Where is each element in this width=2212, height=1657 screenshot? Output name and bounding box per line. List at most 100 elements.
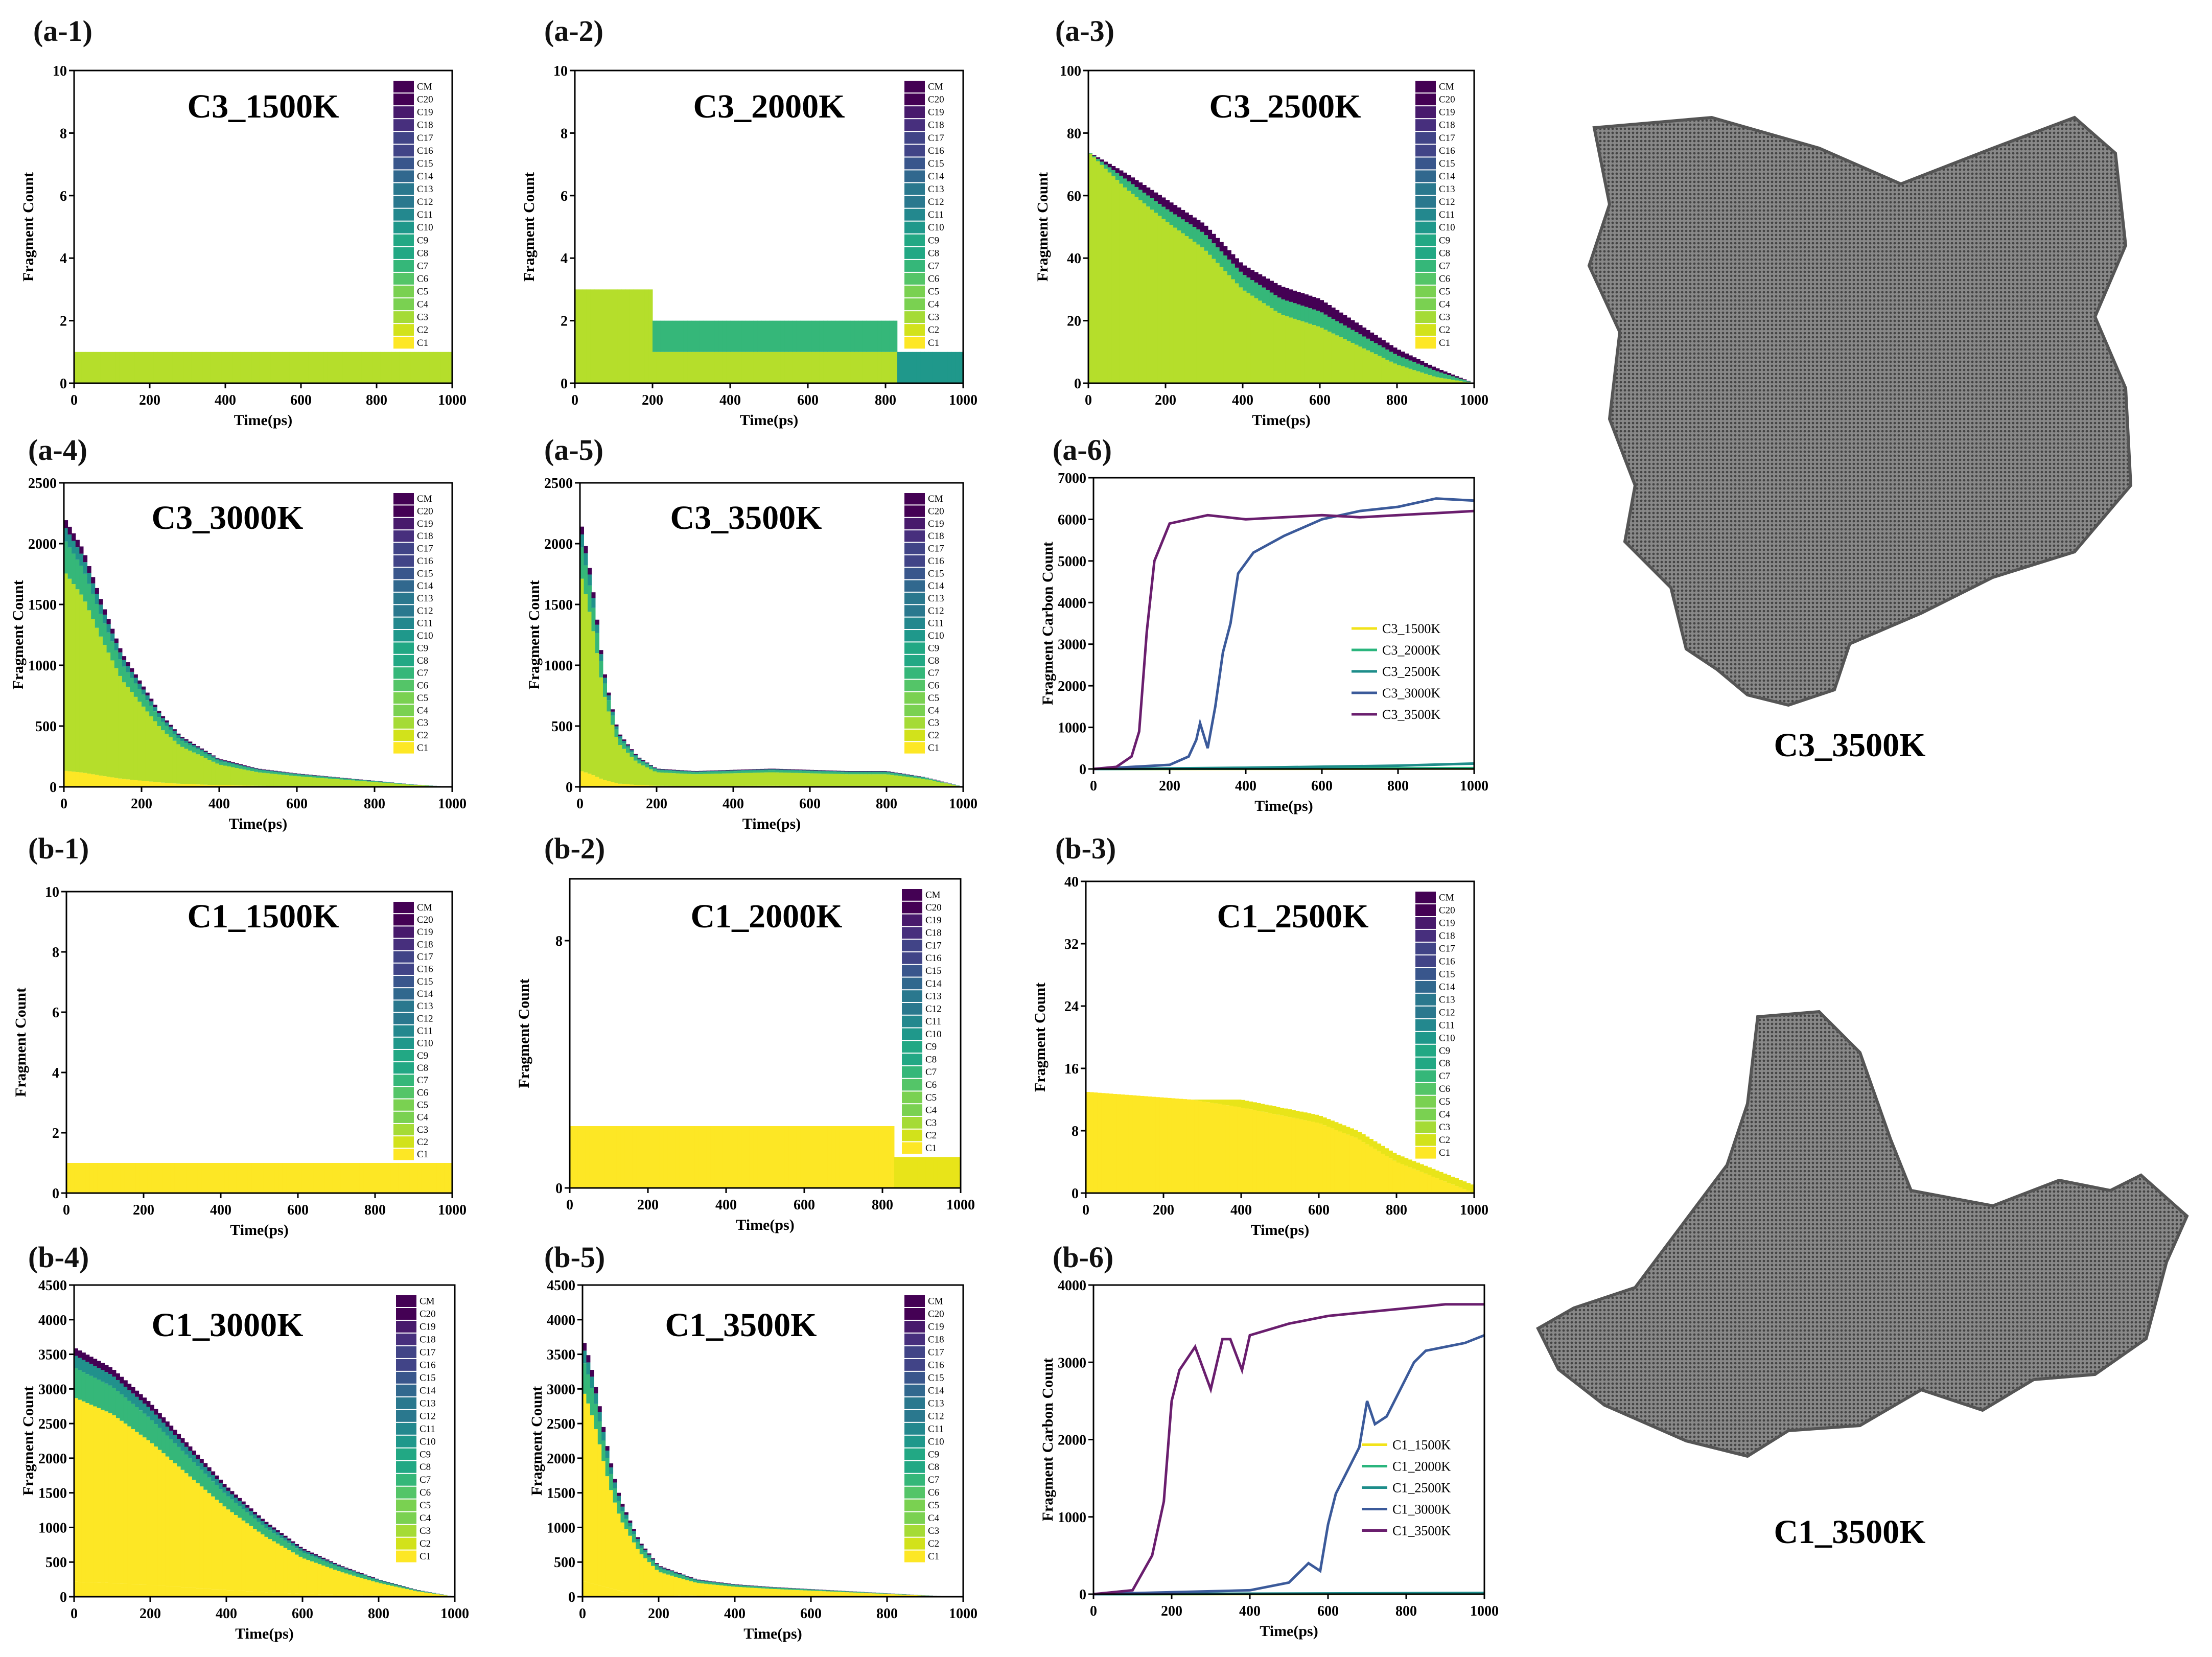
bar-segment-C1 bbox=[1349, 1136, 1354, 1193]
bar-segment-C1 bbox=[886, 1126, 891, 1188]
bar-segment-C2 bbox=[1288, 1109, 1292, 1117]
x-tick-label: 200 bbox=[139, 392, 160, 408]
bar-segment-C6 bbox=[1262, 287, 1266, 304]
bar-segment bbox=[849, 1592, 853, 1597]
bar-segment bbox=[154, 1409, 158, 1415]
bar-segment-C6 bbox=[1455, 377, 1459, 381]
legend-label-C6: C6 bbox=[925, 1080, 937, 1090]
bar-segment-CM bbox=[1092, 155, 1097, 156]
legend-swatch-CM bbox=[904, 493, 925, 505]
bar-segment bbox=[390, 1583, 394, 1584]
bar-segment bbox=[122, 666, 127, 683]
legend-swatch-C14 bbox=[904, 580, 925, 592]
bar-segment bbox=[409, 1590, 413, 1597]
legend-label-C4: C4 bbox=[928, 299, 940, 310]
bar-segment-C3 bbox=[893, 352, 898, 383]
legend-swatch-C19 bbox=[904, 518, 925, 530]
bar-segment bbox=[620, 1504, 625, 1507]
bar-segment bbox=[813, 771, 818, 774]
legend-swatch-C10 bbox=[396, 1435, 416, 1448]
bar-segment bbox=[913, 776, 918, 777]
bar-segment bbox=[657, 772, 661, 786]
bar-segment-C3 bbox=[418, 352, 423, 383]
bar-segment bbox=[363, 780, 367, 782]
bar-segment-C3 bbox=[823, 352, 828, 383]
bar-segment bbox=[695, 772, 699, 775]
bar-segment bbox=[363, 1576, 368, 1579]
bar-segment bbox=[597, 1406, 602, 1412]
legend-label-C4: C4 bbox=[928, 705, 940, 716]
bar-segment-C1 bbox=[417, 1163, 422, 1193]
legend-label-C12: C12 bbox=[417, 1013, 433, 1024]
bar-segment-C1 bbox=[1233, 1106, 1238, 1193]
bar-segment bbox=[293, 773, 297, 774]
bar-segment bbox=[103, 645, 107, 777]
bar-segment bbox=[917, 778, 921, 786]
bar-segment bbox=[802, 770, 806, 772]
bar-segment-C3 bbox=[1443, 378, 1448, 383]
bar-segment bbox=[630, 749, 634, 751]
bar-segment bbox=[285, 772, 290, 773]
bar-segment-C1 bbox=[597, 1126, 601, 1188]
bar-segment-C3 bbox=[244, 352, 248, 383]
bar-segment-C1 bbox=[1377, 1151, 1382, 1193]
legend-swatch-C2 bbox=[904, 324, 925, 336]
bar-segment-C3 bbox=[74, 352, 78, 383]
bar-segment bbox=[662, 1570, 667, 1574]
chart-title: C3_3500K bbox=[670, 499, 822, 536]
bar-segment-C1 bbox=[182, 1163, 187, 1193]
bar-segment-C3 bbox=[680, 352, 684, 383]
bar-segment-C2 bbox=[941, 1157, 945, 1188]
bar-segment bbox=[859, 774, 864, 786]
legend-label-C15: C15 bbox=[928, 568, 944, 579]
bar-segment-C3 bbox=[112, 352, 116, 383]
bar-segment-C1 bbox=[1086, 1092, 1090, 1193]
bar-segment-C9 bbox=[920, 352, 925, 383]
y-tick-label: 0 bbox=[1072, 1186, 1079, 1202]
legend-label-C6: C6 bbox=[1439, 273, 1450, 284]
bar-segment bbox=[146, 1416, 151, 1440]
legend-label-C12: C12 bbox=[1439, 197, 1455, 207]
bar-segment-C1 bbox=[97, 1163, 102, 1193]
y-tick-label: 16 bbox=[1064, 1061, 1079, 1077]
bar-segment-C1 bbox=[585, 1126, 590, 1188]
bar-segment bbox=[698, 772, 703, 774]
bar-segment bbox=[795, 769, 799, 770]
bar-segment-C6 bbox=[804, 320, 808, 352]
bar-segment bbox=[321, 1594, 326, 1597]
bar-segment-C3 bbox=[1269, 308, 1274, 383]
legend-label-C11: C11 bbox=[928, 1423, 944, 1434]
bar-segment-C3 bbox=[1439, 378, 1444, 383]
bar-segment-C3 bbox=[874, 352, 878, 383]
bar-segment bbox=[841, 1591, 846, 1592]
bar-segment-C6 bbox=[741, 320, 746, 352]
legend-label-C3_3500K: C3_3500K bbox=[1382, 707, 1440, 722]
bar-segment-C6 bbox=[1166, 209, 1170, 222]
bar-segment-C3 bbox=[221, 352, 226, 383]
bar-segment-C1 bbox=[228, 1163, 233, 1193]
bar-segment-C3 bbox=[866, 352, 871, 383]
x-tick-label: 200 bbox=[139, 1606, 161, 1622]
bar-segment-C3 bbox=[1204, 250, 1208, 383]
bar-segment bbox=[172, 783, 177, 787]
bar-segment bbox=[698, 774, 703, 786]
legend-swatch-C12 bbox=[393, 1013, 414, 1024]
y-tick-label: 3500 bbox=[38, 1347, 67, 1363]
bar-segment bbox=[355, 780, 360, 781]
bar-segment bbox=[798, 773, 803, 786]
legend-label-CM: CM bbox=[925, 890, 941, 900]
bar-segment-C6 bbox=[668, 320, 672, 352]
bar-segment bbox=[757, 1586, 762, 1587]
bar-segment-C2 bbox=[1261, 1104, 1265, 1112]
legend-swatch-C8 bbox=[904, 247, 925, 259]
bar-segment bbox=[769, 1589, 773, 1596]
bar-segment-C6 bbox=[792, 320, 797, 352]
bar-segment bbox=[836, 771, 841, 772]
chart-b-5: (b-5)CMC20C19C18C17C16C15C14C13C12C11C10… bbox=[528, 1241, 977, 1642]
bar-segment-C1 bbox=[613, 1126, 617, 1188]
bar-segment bbox=[420, 1591, 425, 1592]
bar-segment-C1 bbox=[1237, 1107, 1242, 1193]
bar-segment bbox=[826, 1590, 830, 1591]
bar-segment-C6 bbox=[1362, 336, 1367, 349]
bar-segment bbox=[272, 1541, 276, 1593]
